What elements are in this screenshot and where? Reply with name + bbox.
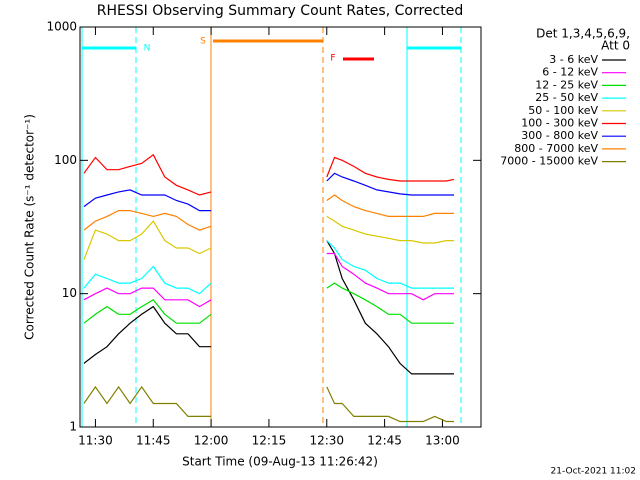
series-line [83, 172, 454, 212]
legend-label: 25 - 50 keV [535, 91, 598, 104]
legend-label: 100 - 300 keV [521, 117, 598, 130]
x-tick-label: 12:45 [367, 434, 402, 448]
legend-header: Det 1,3,4,5,6,9, [536, 27, 630, 41]
legend-label: 7000 - 15000 keV [500, 155, 598, 168]
legend-header: Att 0 [601, 39, 630, 53]
legend-label: 6 - 12 keV [542, 66, 598, 79]
x-tick-label: 12:15 [252, 434, 287, 448]
annotation-label: F [330, 54, 335, 64]
x-axis-label: Start Time (09-Aug-13 11:26:42) [182, 455, 378, 469]
series-line [83, 153, 455, 196]
series-line [83, 240, 454, 295]
x-tick-label: 12:30 [309, 434, 344, 448]
annotations: N S F [81, 27, 462, 427]
y-tick-label: 10 [62, 286, 77, 300]
y-tick-label: 1 [69, 420, 77, 434]
chart-title: RHESSI Observing Summary Count Rates, Co… [97, 3, 463, 19]
x-tick-label: 12:00 [194, 434, 229, 448]
y-tick-label: 1000 [46, 20, 77, 34]
x-tick-label: 11:45 [136, 434, 171, 448]
legend-label: 3 - 6 keV [549, 53, 598, 66]
annotation-label: N [144, 44, 151, 54]
series-line [83, 240, 454, 375]
series-line [83, 215, 454, 260]
plot-frame [79, 26, 482, 428]
x-tick-label: 13:00 [425, 434, 460, 448]
series-line [83, 385, 454, 423]
legend-label: 300 - 800 keV [521, 129, 598, 142]
series-line [83, 194, 454, 231]
legend-label: 50 - 100 keV [528, 104, 598, 117]
footer: 21-Oct-2021 11:02 [551, 467, 636, 477]
annotation-label: S [200, 37, 206, 47]
legend-label: 800 - 7000 keV [514, 142, 598, 155]
legend-label: 12 - 25 keV [535, 78, 598, 91]
series-line [83, 252, 454, 308]
series-line [83, 282, 454, 324]
y-tick-label: 100 [54, 153, 77, 167]
y-axis-label: Corrected Count Rate (s⁻¹ detector⁻¹) [23, 114, 37, 340]
x-tick-label: 11:30 [78, 434, 113, 448]
